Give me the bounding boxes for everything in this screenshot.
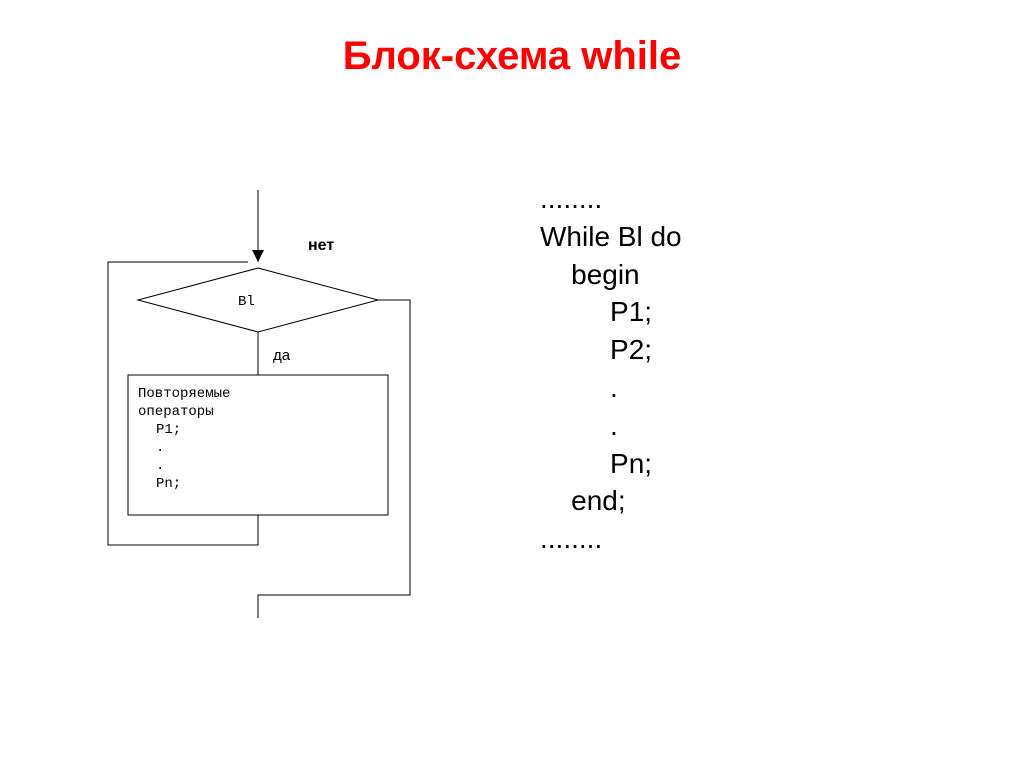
svg-text:.: . — [156, 458, 164, 474]
slide: Блок-схема while Bl нет да Повторяемые опера… — [0, 0, 1024, 768]
slide-title: Блок-схема while — [0, 34, 1024, 79]
svg-text:операторы: операторы — [138, 404, 214, 420]
svg-text:.: . — [156, 440, 164, 456]
flowchart-diagram: Bl нет да Повторяемые операторы P1;.. Pn; — [98, 190, 438, 620]
svg-text:Pn;: Pn; — [156, 476, 181, 492]
diamond-label: Bl — [238, 294, 255, 310]
svg-text:Повторяемые: Повторяемые — [138, 386, 230, 402]
code-listing: ........ While Bl do begin P1; P2; . . P… — [540, 180, 682, 558]
svg-text:P1;: P1; — [156, 422, 181, 438]
label-no: нет — [308, 237, 334, 254]
label-yes: да — [273, 347, 291, 364]
